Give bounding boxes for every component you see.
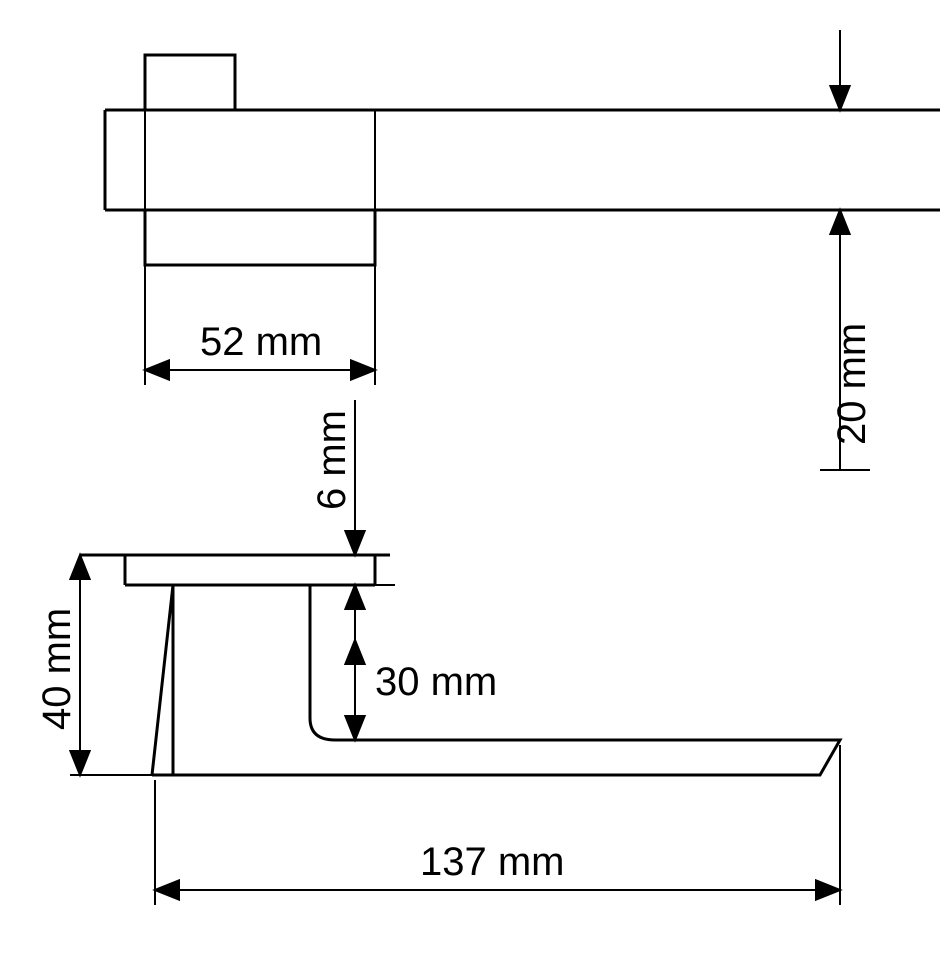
dim-52mm-label: 52 mm — [200, 320, 322, 364]
dim-137mm-label: 137 mm — [420, 840, 565, 884]
top-view-upper-block — [145, 55, 235, 110]
dim-20mm-label: 20 mm — [830, 323, 874, 445]
dim-6mm-label: 6 mm — [310, 410, 354, 510]
dim-30mm-label: 30 mm — [375, 660, 497, 704]
dim-30mm: 30 mm — [345, 640, 497, 740]
dim-137mm: 137 mm — [155, 745, 840, 905]
dim-40mm: 40 mm — [35, 555, 180, 775]
technical-drawing: 52 mm 20 mm 6 mm 30 mm — [0, 0, 948, 953]
dim-52mm: 52 mm — [145, 265, 375, 385]
top-view — [105, 55, 940, 265]
dim-40mm-label: 40 mm — [35, 608, 79, 730]
top-view-lower-block — [145, 210, 375, 265]
dim-6mm: 6 mm — [310, 400, 395, 640]
dim-20mm: 20 mm — [820, 30, 874, 470]
